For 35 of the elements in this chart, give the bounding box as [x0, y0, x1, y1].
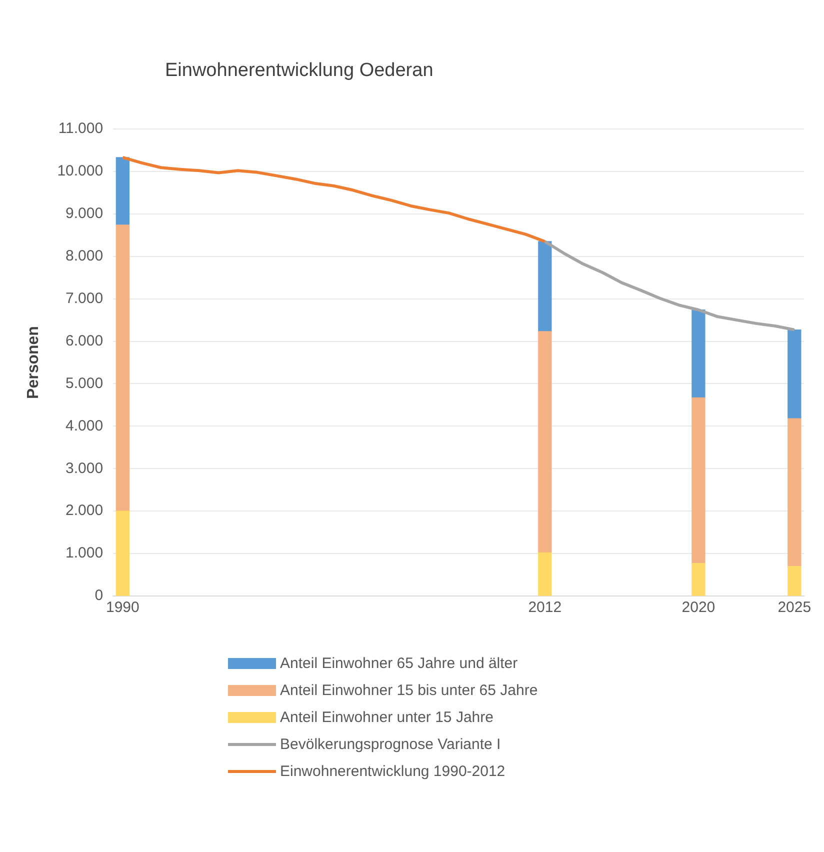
bar	[788, 329, 802, 419]
y-tick-label: 4.000	[66, 417, 104, 434]
y-tick-label: 0	[94, 587, 104, 604]
bar	[692, 397, 706, 564]
y-tick-label: 9.000	[66, 205, 104, 222]
y-axis-title: Personen	[25, 326, 42, 399]
x-tick-label: 1990	[106, 599, 140, 616]
y-tick-label: 6.000	[66, 332, 104, 350]
bar	[692, 562, 706, 596]
bar	[788, 566, 802, 596]
x-tick-label: 2020	[682, 599, 716, 616]
x-tick-label: 2012	[528, 599, 562, 616]
legend-label: Anteil Einwohner 65 Jahre und älter	[280, 655, 518, 672]
y-tick-label: 2.000	[66, 502, 104, 520]
legend-label: Anteil Einwohner 15 bis unter 65 Jahre	[280, 682, 538, 699]
bar	[538, 552, 552, 596]
bar	[538, 241, 552, 332]
y-tick-label: 5.000	[66, 374, 104, 392]
legend-label: Einwohnerentwicklung 1990-2012	[280, 763, 506, 780]
bar	[116, 224, 130, 512]
y-tick-label: 1.000	[66, 544, 104, 562]
legend-label: Anteil Einwohner unter 15 Jahre	[280, 709, 494, 726]
y-tick-label: 8.000	[66, 248, 104, 265]
bar	[116, 510, 130, 596]
bar	[788, 418, 802, 567]
y-tick-label: 11.000	[58, 120, 104, 138]
y-tick-label: 7.000	[66, 290, 104, 307]
x-tick-label: 2025	[778, 599, 812, 616]
legend-label: Bevölkerungsprognose Variante I	[280, 736, 501, 753]
bar	[116, 157, 130, 226]
bar	[538, 331, 552, 554]
y-tick-label: 3.000	[66, 460, 104, 477]
bar	[692, 310, 706, 398]
chart-title: Einwohnerentwicklung Oederan	[165, 60, 434, 82]
y-tick-label: 10.000	[57, 162, 104, 180]
